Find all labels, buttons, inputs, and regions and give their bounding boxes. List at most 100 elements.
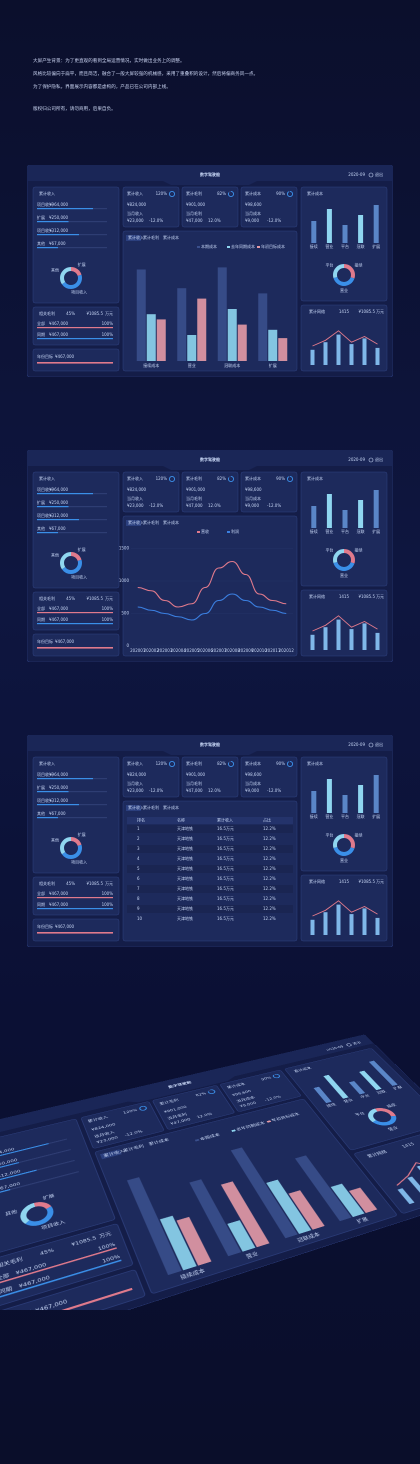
label: ¥250,000 — [0, 1158, 18, 1169]
tab[interactable]: 累计收入 — [128, 519, 144, 525]
label: 万元 — [105, 596, 113, 601]
label: 其他 — [37, 810, 45, 816]
donut-label: 项目收入 — [71, 288, 87, 294]
label: ¥250,000 — [49, 500, 69, 505]
panel — [181, 186, 239, 228]
x-tick-label: 平台 — [341, 528, 349, 534]
donut-label: 营业 — [340, 287, 348, 293]
label: ¥312,000 — [49, 798, 69, 803]
bar — [326, 779, 332, 813]
background — [0, 1034, 420, 1310]
table-header-cell: 占比 — [263, 817, 271, 823]
table-cell: 7 — [137, 886, 140, 891]
table-cell: 12.2% — [263, 866, 276, 871]
panel-title: 累计收入 — [39, 190, 55, 196]
exit-button[interactable]: 退出 — [375, 741, 383, 747]
panel — [32, 348, 120, 372]
label: 45% — [66, 881, 75, 886]
label: 120% — [156, 191, 168, 196]
donut-label: 接续 — [385, 1102, 398, 1109]
label: ¥964,000 — [0, 1147, 15, 1158]
label: 120% — [156, 476, 168, 481]
label: ¥98,600 — [245, 772, 262, 777]
bar — [136, 269, 146, 361]
x-tick-label: 冠联 — [357, 243, 365, 249]
tab[interactable]: 累计收入 — [103, 1148, 127, 1159]
bar — [342, 510, 348, 528]
label: 100% — [101, 1254, 121, 1265]
x-tick-label: 营业 — [325, 813, 333, 819]
bar — [349, 629, 354, 650]
label: 当月成本 — [245, 495, 261, 501]
label: -12.0% — [264, 1095, 283, 1103]
label: 100% — [102, 891, 114, 896]
tab[interactable]: 累计毛利 — [143, 519, 159, 525]
x-tick-label: 扩展 — [372, 813, 380, 819]
donut-label: 平台 — [325, 262, 333, 268]
donut-label: 平台 — [325, 832, 333, 838]
x-tick-label: 202004 — [171, 648, 187, 653]
panel — [240, 756, 298, 798]
ring — [286, 475, 294, 483]
legend-swatch — [197, 246, 200, 248]
tab[interactable]: 累计毛利 — [143, 234, 159, 240]
label: 万元 — [376, 879, 384, 884]
label: ¥467,000 — [49, 606, 69, 611]
panel — [122, 756, 180, 798]
bar — [323, 912, 328, 935]
tab[interactable]: 累计成本 — [163, 234, 179, 240]
label: 年份目标 — [37, 353, 53, 359]
panel — [300, 471, 388, 587]
label: ¥250,000 — [49, 785, 69, 790]
label: ¥67,000 — [49, 241, 66, 246]
bar — [187, 335, 197, 361]
label: 年份目标 — [37, 638, 53, 644]
label: -12.0% — [149, 788, 163, 793]
tab[interactable]: 累计成本 — [148, 1137, 171, 1147]
tab[interactable]: 累计毛利 — [122, 1143, 146, 1154]
x-tick-label: 202008 — [225, 648, 241, 653]
label: 当月毛利 — [186, 495, 202, 501]
exit-button[interactable]: 退出 — [375, 456, 383, 462]
tab[interactable]: 累计收入 — [128, 804, 144, 810]
table-row — [127, 865, 293, 873]
bar — [342, 795, 348, 813]
table-header — [127, 817, 293, 824]
label: ¥47,000 — [170, 1117, 192, 1126]
x-tick-label: 扩展 — [372, 528, 380, 534]
label: ¥467,000 — [35, 1298, 69, 1310]
label: ¥824,000 — [127, 202, 147, 207]
tab[interactable]: 累计毛利 — [143, 804, 159, 810]
label: 90% — [276, 191, 285, 196]
exit-button[interactable]: 退出 — [375, 171, 383, 177]
header — [27, 450, 393, 470]
label: 100% — [102, 606, 114, 611]
bar — [197, 298, 207, 361]
legend-label: 去年同期成本 — [231, 243, 255, 249]
x-tick-label: 扩展 — [355, 1215, 371, 1225]
exit-button[interactable]: 退出 — [351, 1040, 362, 1045]
tab[interactable]: 累计收入 — [128, 234, 144, 240]
label: 累计成本 — [245, 475, 261, 481]
label: 万元 — [105, 881, 113, 886]
x-tick-label: 冠联 — [357, 528, 365, 534]
perspective-view: 数字驾驶舱2020-09退出累计收入项目收入¥964,000扩展¥250,000… — [0, 1010, 420, 1310]
label: 当月毛利 — [166, 1112, 188, 1122]
panel — [240, 186, 298, 228]
tab[interactable]: 累计成本 — [163, 519, 179, 525]
table-cell: 16.5万元 — [217, 876, 234, 881]
label: ¥901,000 — [186, 202, 206, 207]
label: -12.0% — [149, 503, 163, 508]
donut-label: 项目收入 — [71, 858, 87, 864]
progress — [37, 612, 113, 614]
header — [27, 735, 393, 755]
label: 100% — [102, 332, 114, 337]
label: 扩展 — [37, 214, 45, 220]
line-series — [312, 615, 378, 632]
tab[interactable]: 累计成本 — [163, 804, 179, 810]
donut-label: 扩展 — [42, 1192, 56, 1201]
share-bar — [37, 778, 93, 780]
label: 45% — [66, 311, 75, 316]
label: 万元 — [376, 309, 384, 314]
